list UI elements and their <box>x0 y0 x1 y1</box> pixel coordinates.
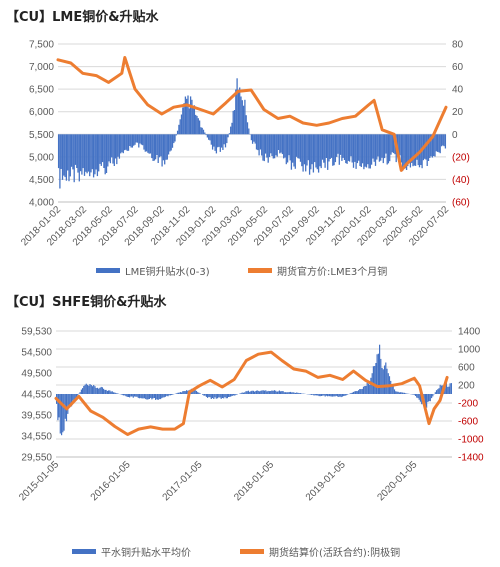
left-axis-tick-label: 7,000 <box>29 62 54 73</box>
right-axis-tick-label: 20 <box>452 107 464 118</box>
legend-item-lme-premium: LME铜升贴水(0-3) <box>96 263 210 278</box>
left-axis-tick-label: 6,000 <box>29 107 54 118</box>
legend-item-lme-price: 期货官方价:LME3个月铜 <box>248 263 387 278</box>
legend-swatch-line <box>248 268 272 273</box>
lme-chart-panel: 【CU】LME铜价&升贴水 4,000 4,500 5,000 5,500 6,000 6… <box>0 10 500 279</box>
right-axis-tick-label: 1000 <box>458 345 481 356</box>
x-axis-tick-label: 2016-01-05 <box>89 459 133 503</box>
right-axis-tick-label: (40) <box>452 175 470 186</box>
legend-label: LME铜升贴水(0-3) <box>125 267 210 278</box>
left-axis-tick-label: 5,500 <box>29 130 54 141</box>
shfe-chart-plot: 29,550 34,550 39,550 44,550 49,500 54,500 59,5… <box>17 327 484 504</box>
right-axis-tick-label: (20) <box>452 152 470 163</box>
right-axis-tick-label: 200 <box>458 381 475 392</box>
left-axis-tick-label: 49,500 <box>21 369 52 380</box>
left-axis-tick-label: 59,530 <box>21 327 52 338</box>
left-axis-tick-label: 44,550 <box>21 390 52 401</box>
left-axis-tick-label: 29,550 <box>21 453 52 464</box>
lme-chart-plot: 4,000 4,500 5,000 5,500 6,000 6,500 7,000 7,500… <box>19 40 470 249</box>
legend-swatch-bar <box>96 268 120 273</box>
x-axis-tick-label: 2019-01-05 <box>304 459 348 503</box>
left-axis-tick-label: 7,500 <box>29 40 54 51</box>
left-axis-tick-label: 4,000 <box>29 198 54 209</box>
lme-chart-legend: LME铜升贴水(0-3) 期货官方价:LME3个月铜 <box>0 263 500 279</box>
left-axis-tick-label: 54,500 <box>21 348 52 359</box>
left-axis-tick-label: 6,500 <box>29 85 54 96</box>
lme-chart-title: 【CU】LME铜价&升贴水 <box>6 10 159 25</box>
right-axis-tick-label: -600 <box>458 417 478 428</box>
right-axis-tick-label: 1400 <box>458 327 481 338</box>
left-axis-tick-label: 4,500 <box>29 175 54 186</box>
shfe-chart-panel: 【CU】SHFE铜价&升贴水 29,550 34,550 39,550 44,550 4… <box>0 285 500 567</box>
right-axis-tick-label: -1000 <box>458 435 484 446</box>
shfe-chart-title: 【CU】SHFE铜价&升贴水 <box>6 295 167 310</box>
right-axis-tick-label: 600 <box>458 363 475 374</box>
right-axis-tick-label: 0 <box>452 130 458 141</box>
legend-label: 期货官方价:LME3个月铜 <box>277 267 388 278</box>
left-axis-tick-label: 5,000 <box>29 152 54 163</box>
legend-item-shfe-price: 期货结算价(活跃合约):阴极铜 <box>240 544 400 559</box>
right-axis-tick-label: (60) <box>452 198 470 209</box>
legend-item-shfe-premium: 平水铜升贴水平均价 <box>72 544 191 559</box>
legend-label: 平水铜升贴水平均价 <box>101 548 191 559</box>
x-axis-tick-label: 2018-01-05 <box>232 459 276 503</box>
right-axis-tick-label: 60 <box>452 62 464 73</box>
left-axis-tick-label: 34,550 <box>21 432 52 443</box>
left-axis-tick-label: 39,550 <box>21 411 52 422</box>
legend-swatch-bar <box>72 549 96 554</box>
legend-label: 期货结算价(活跃合约):阴极铜 <box>269 548 401 559</box>
price-line <box>56 56 448 172</box>
x-axis-tick-label: 2020-01-05 <box>375 459 419 503</box>
right-axis-tick-label: 80 <box>452 40 464 51</box>
x-axis-tick-label: 2017-01-05 <box>161 459 205 503</box>
right-axis-tick-label: -200 <box>458 399 478 410</box>
right-axis-tick-label: -1400 <box>458 453 484 464</box>
legend-swatch-line <box>240 549 264 554</box>
price-line <box>54 350 449 436</box>
right-axis-tick-label: 40 <box>452 85 464 96</box>
x-axis-tick-label: 2015-01-05 <box>17 459 61 503</box>
shfe-chart-legend: 平水铜升贴水平均价 期货结算价(活跃合约):阴极铜 <box>0 544 500 560</box>
